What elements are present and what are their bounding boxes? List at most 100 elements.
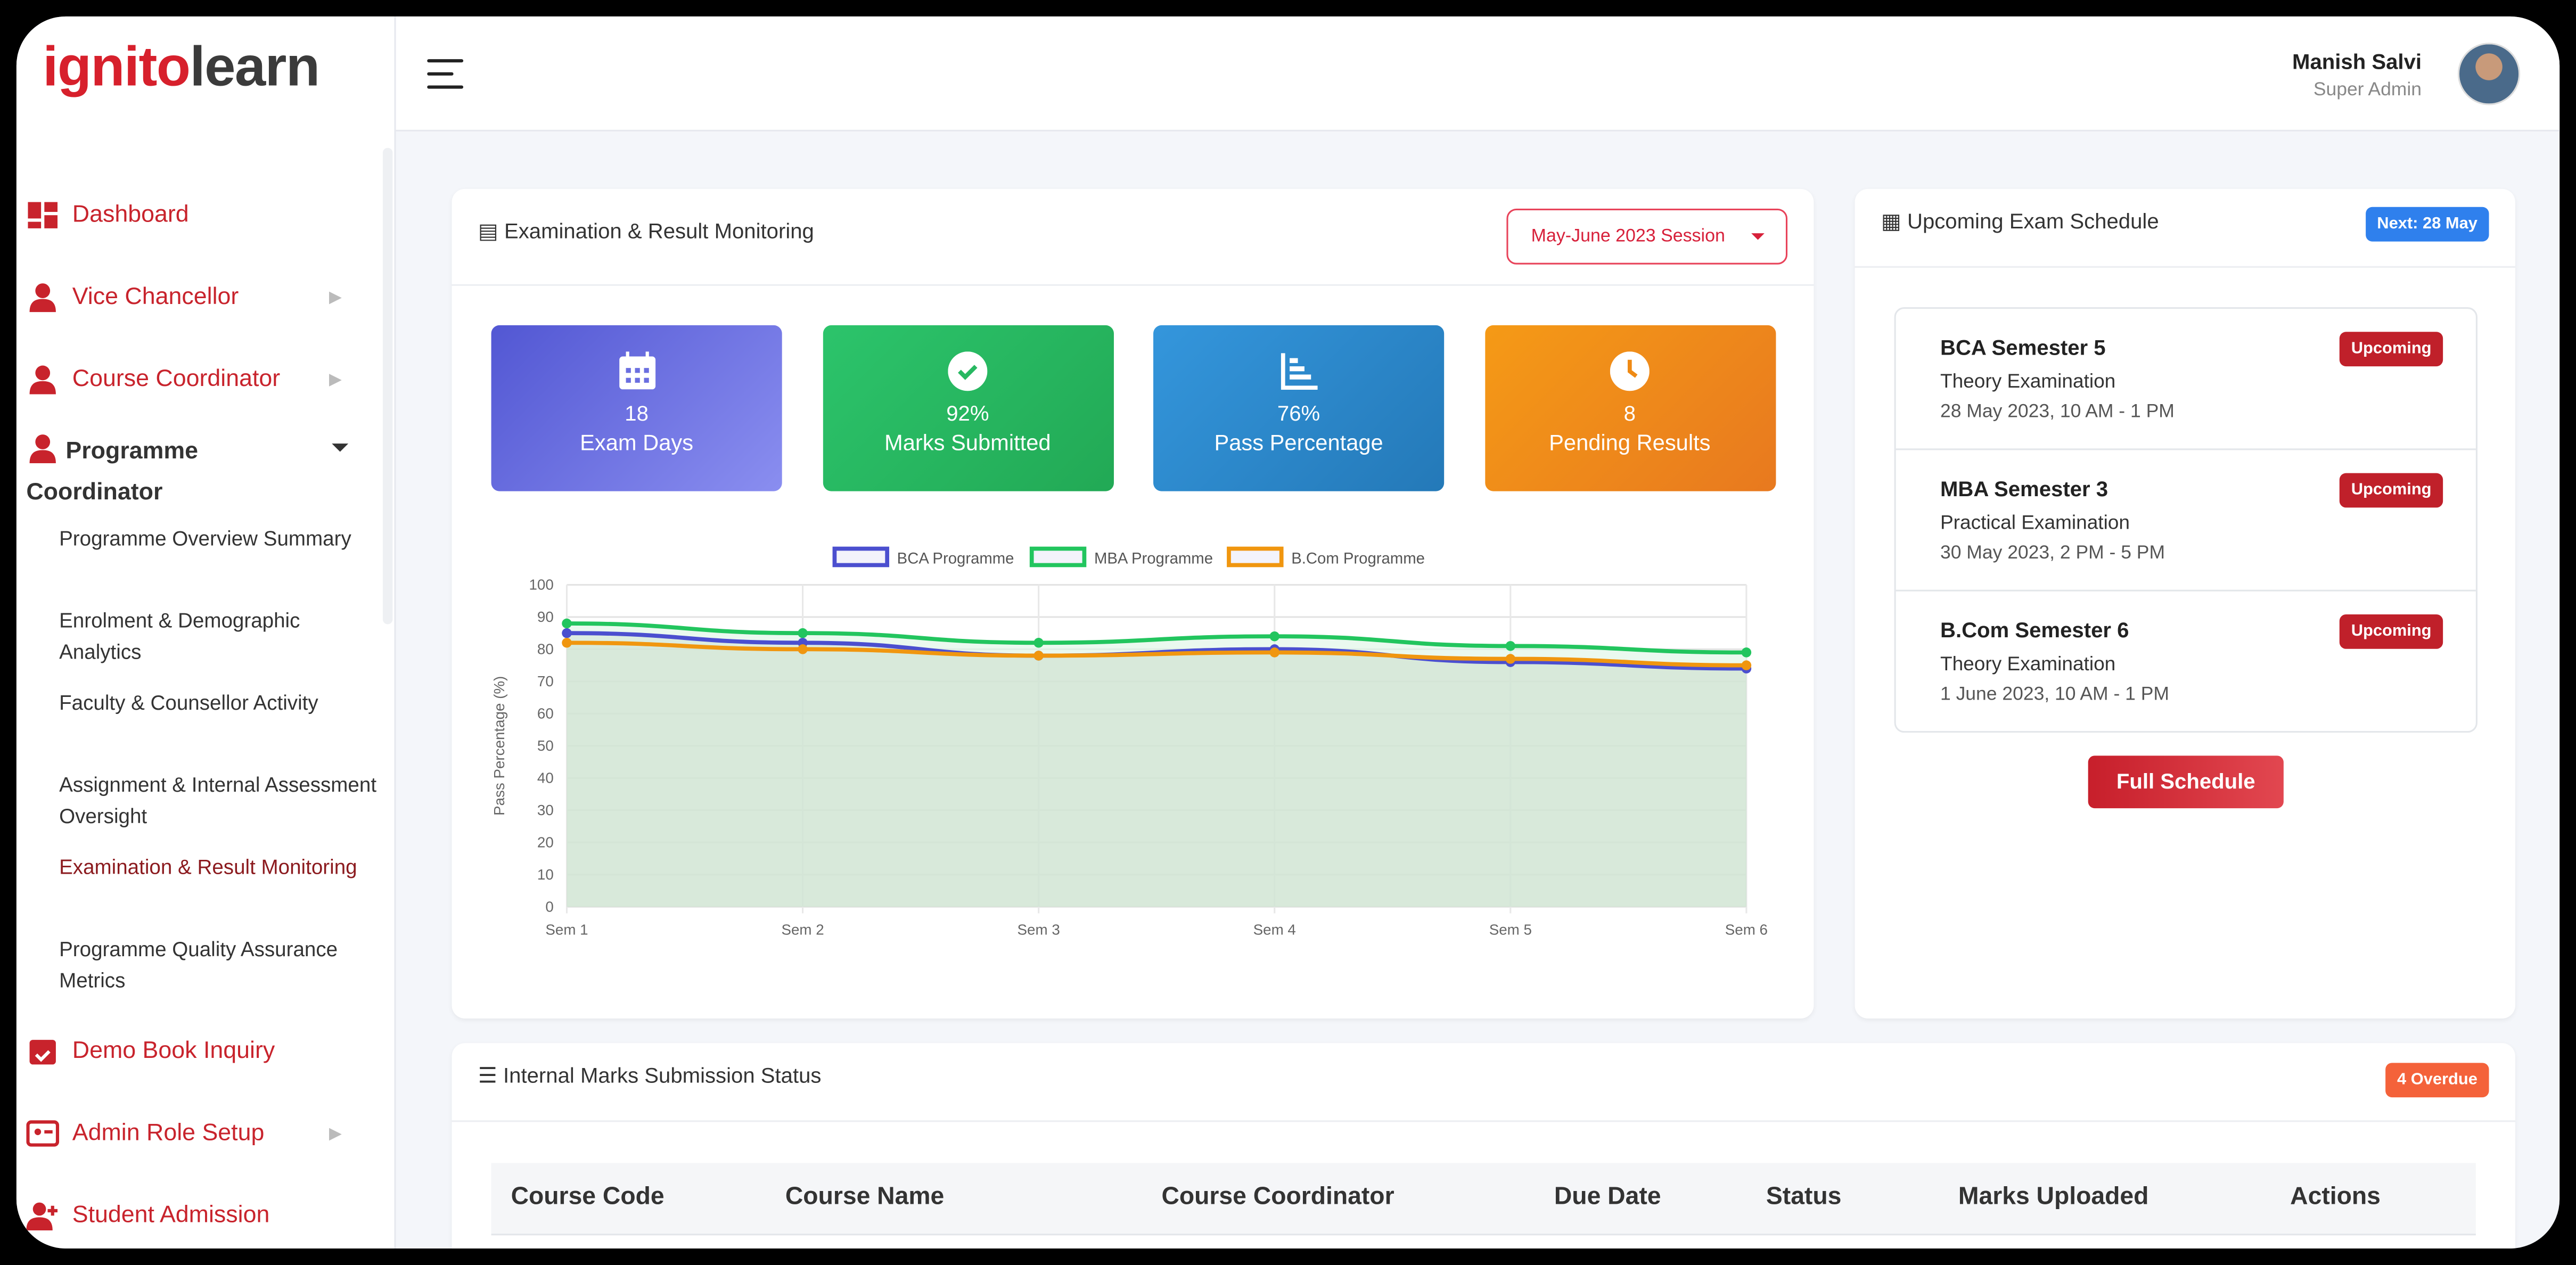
legend-label[interactable]: BCA Programme: [897, 549, 1014, 567]
internal-marks-card: ☰ Internal Marks Submission Status 4 Ove…: [452, 1043, 2515, 1248]
column-header[interactable]: Due Date: [1554, 1182, 1661, 1211]
table-header: Course Code Course Name Course Coordinator…: [491, 1163, 2476, 1236]
user-icon: [26, 365, 59, 395]
data-point[interactable]: [798, 644, 808, 654]
stat-value: 18: [625, 400, 649, 426]
y-tick-label: 80: [537, 641, 554, 658]
stat-label: Marks Submitted: [884, 430, 1051, 455]
exam-monitoring-card: ▤ Examination & Result Monitoring May-Ju…: [452, 188, 1814, 1019]
data-point[interactable]: [1269, 647, 1279, 658]
submenu-item[interactable]: Assignment & Internal Assessment Oversig…: [59, 774, 377, 828]
full-schedule-button[interactable]: Full Schedule: [2088, 755, 2284, 809]
submenu-item[interactable]: Programme Quality Assurance Metrics: [59, 938, 338, 992]
card-title: ☰ Internal Marks Submission Status: [478, 1063, 822, 1088]
stat-value: 8: [1623, 400, 1636, 426]
submenu-item[interactable]: Enrolment & Demographic Analytics: [59, 609, 300, 664]
legend-swatch: [1029, 546, 1087, 568]
series-area: [567, 623, 1746, 907]
sidebar-item-student-admission[interactable]: Student Admission: [17, 1174, 381, 1248]
y-axis-label: Pass Percentage (%): [491, 676, 507, 816]
id-card-icon: [26, 1119, 60, 1148]
chevron-right-icon: ▶: [329, 288, 342, 307]
x-tick-label: Sem 6: [1725, 922, 1768, 938]
exam-list: BCA Semester 5 Theory Examination 28 May 2…: [1894, 307, 2477, 733]
next-badge: Next: 28 May: [2365, 207, 2489, 242]
file-icon: ▤: [478, 218, 504, 243]
calendar-icon: [617, 351, 657, 391]
y-tick-label: 40: [537, 770, 554, 786]
dashboard-icon: [26, 200, 59, 230]
column-header[interactable]: Course Name: [785, 1182, 945, 1211]
stat-value: 92%: [946, 400, 989, 426]
user-name: Manish Salvi: [2292, 49, 2422, 74]
x-tick-label: Sem 5: [1489, 922, 1532, 938]
user-plus-icon: [26, 1201, 59, 1231]
y-tick-label: 20: [537, 834, 554, 851]
status-badge: Upcoming: [2340, 614, 2443, 649]
stat-label: Exam Days: [580, 430, 694, 455]
y-tick-label: 10: [537, 866, 554, 883]
column-header[interactable]: Status: [1766, 1182, 1842, 1211]
user-icon: [26, 434, 59, 475]
sidebar-item-demo-book-inquiry[interactable]: Demo Book Inquiry: [17, 1011, 381, 1092]
data-point[interactable]: [562, 618, 572, 629]
data-point[interactable]: [562, 628, 572, 638]
submenu-item[interactable]: Programme Overview Summary: [59, 527, 351, 551]
series-line: [567, 640, 1746, 668]
user-icon: [26, 283, 59, 313]
user-info[interactable]: Manish Salvi Super Admin: [2292, 50, 2422, 101]
data-point[interactable]: [1741, 660, 1752, 670]
x-tick-label: Sem 3: [1018, 922, 1060, 938]
stat-label: Pass Percentage: [1214, 430, 1383, 455]
y-tick-label: 50: [537, 737, 554, 754]
session-select[interactable]: May-June 2023 Session: [1506, 208, 1788, 265]
menu-toggle-icon[interactable]: [427, 59, 464, 98]
calendar-check-icon: [26, 1037, 59, 1066]
data-point[interactable]: [1741, 647, 1752, 658]
data-point[interactable]: [1033, 638, 1044, 648]
logo[interactable]: ignitolearn: [43, 36, 320, 99]
y-tick-label: 30: [537, 802, 554, 818]
data-point[interactable]: [798, 628, 808, 638]
exam-item[interactable]: MBA Semester 3 Practical Examination 30 Ma…: [1896, 450, 2476, 592]
x-tick-label: Sem 4: [1253, 922, 1296, 938]
data-point[interactable]: [1505, 654, 1516, 664]
calendar-icon: ▦: [1881, 208, 1907, 234]
sidebar-item-dashboard[interactable]: Dashboard: [17, 174, 381, 256]
status-badge: Upcoming: [2340, 473, 2443, 508]
data-point[interactable]: [1269, 631, 1279, 642]
sidebar-item-course-coordinator[interactable]: Course Coordinator ▶: [17, 339, 381, 421]
data-point[interactable]: [562, 638, 572, 648]
column-header[interactable]: Marks Uploaded: [1958, 1182, 2149, 1211]
header: Manish Salvi Super Admin: [396, 16, 2560, 132]
column-header[interactable]: Course Code: [511, 1182, 664, 1211]
chevron-right-icon: ▶: [329, 1124, 342, 1143]
x-tick-label: Sem 2: [781, 922, 824, 938]
legend-swatch: [832, 546, 890, 568]
y-tick-label: 0: [545, 898, 553, 915]
sidebar-nav: Dashboard Vice Chancellor ▶ Course Coordina…: [17, 174, 381, 1248]
data-point[interactable]: [1505, 641, 1516, 651]
clock-icon: [1610, 351, 1650, 391]
x-tick-label: Sem 1: [545, 922, 588, 938]
stat-card: 76% Pass Percentage: [1153, 325, 1445, 491]
submenu-item[interactable]: Examination & Result Monitoring: [59, 856, 357, 879]
sidebar-item-programme-coordinator[interactable]: Programme Coordinator: [17, 421, 381, 518]
sidebar-item-vice-chancellor[interactable]: Vice Chancellor ▶: [17, 256, 381, 338]
legend-label[interactable]: B.Com Programme: [1291, 549, 1425, 567]
sidebar-submenu: Programme Overview Summary Enrolment & De…: [17, 518, 381, 1011]
avatar[interactable]: [2457, 43, 2521, 105]
chevron-right-icon: ▶: [329, 370, 342, 389]
sidebar-item-admin-role-setup[interactable]: Admin Role Setup ▶: [17, 1092, 381, 1174]
column-header[interactable]: Actions: [2290, 1182, 2381, 1211]
data-point[interactable]: [1033, 651, 1044, 661]
stat-label: Pending Results: [1549, 430, 1711, 455]
overdue-badge: 4 Overdue: [2385, 1063, 2489, 1098]
submenu-item[interactable]: Faculty & Counsellor Activity: [59, 691, 318, 715]
user-role: Super Admin: [2313, 80, 2422, 101]
sidebar-scrollbar[interactable]: [382, 147, 393, 625]
legend-label[interactable]: MBA Programme: [1094, 549, 1213, 567]
column-header[interactable]: Course Coordinator: [1161, 1182, 1394, 1211]
exam-item[interactable]: BCA Semester 5 Theory Examination 28 May 2…: [1896, 309, 2476, 450]
exam-item[interactable]: B.Com Semester 6 Theory Examination 1 June…: [1896, 592, 2476, 733]
